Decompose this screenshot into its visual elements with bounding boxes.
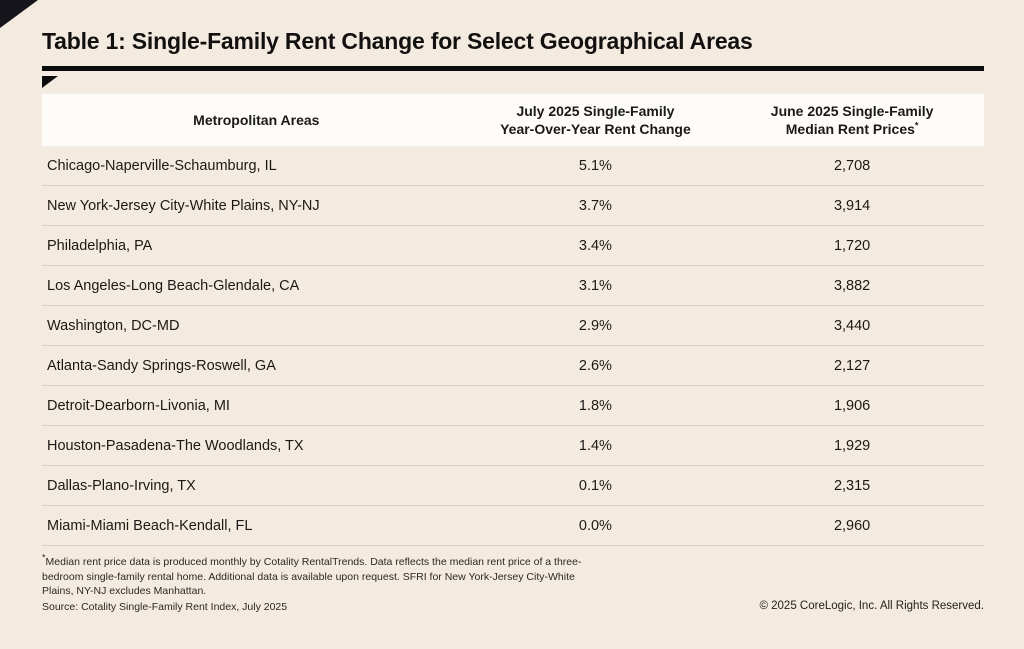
col-header-june-asterisk: * [914, 120, 919, 131]
table-row: Miami-Miami Beach-Kendall, FL 0.0% 2,960 [42, 506, 984, 547]
rent-change-cell: 2.9% [578, 317, 612, 334]
metro-cell: Detroit-Dearborn-Livonia, MI [47, 397, 230, 414]
col-header-june-median: June 2025 Single-Family Median Rent Pric… [720, 94, 984, 146]
table-row: Dallas-Plano-Irving, TX 0.1% 2,315 [42, 466, 984, 507]
median-rent-cell: 2,315 [833, 477, 871, 494]
metro-cell: Washington, DC-MD [47, 317, 180, 334]
content: Table 1: Single-Family Rent Change for S… [42, 28, 984, 613]
footnote-asterisk: * [42, 552, 46, 563]
table-row: Philadelphia, PA 3.4% 1,720 [42, 226, 984, 267]
table-row: Los Angeles-Long Beach-Glendale, CA 3.1%… [42, 266, 984, 307]
col-header-metro: Metropolitan Areas [42, 103, 471, 137]
rent-change-cell: 3.1% [578, 277, 612, 294]
source-note: Source: Cotality Single-Family Rent Inde… [42, 600, 288, 613]
metro-cell: Houston-Pasadena-The Woodlands, TX [47, 437, 304, 454]
col-header-july-line2: Year-Over-Year Rent Change [500, 121, 691, 138]
metro-cell: New York-Jersey City-White Plains, NY-NJ [47, 197, 320, 214]
median-rent-cell: 2,708 [833, 157, 871, 174]
page-title: Table 1: Single-Family Rent Change for S… [42, 28, 753, 54]
rent-table: Metropolitan Areas July 2025 Single-Fami… [42, 94, 984, 547]
col-header-july-change: July 2025 Single-Family Year-Over-Year R… [471, 94, 721, 146]
footer-row: *Median rent price data is produced mont… [42, 552, 984, 613]
rent-change-cell: 2.6% [578, 357, 612, 374]
median-rent-cell: 2,127 [833, 357, 871, 374]
median-rent-cell: 3,882 [833, 277, 871, 294]
col-header-june-line2: Median Rent Prices [785, 121, 915, 138]
median-rent-cell: 3,914 [833, 197, 871, 214]
rent-change-cell: 3.7% [578, 197, 612, 214]
metro-cell: Los Angeles-Long Beach-Glendale, CA [47, 277, 300, 294]
rent-change-cell: 0.0% [578, 517, 612, 534]
metro-cell: Chicago-Naperville-Schaumburg, IL [47, 157, 277, 174]
copyright: © 2025 CoreLogic, Inc. All Rights Reserv… [759, 599, 984, 612]
table-row: New York-Jersey City-White Plains, NY-NJ… [42, 186, 984, 227]
table-header-row: Metropolitan Areas July 2025 Single-Fami… [42, 94, 984, 147]
median-rent-cell: 1,720 [833, 237, 871, 254]
rent-change-cell: 0.1% [578, 477, 612, 494]
table-row: Detroit-Dearborn-Livonia, MI 1.8% 1,906 [42, 386, 984, 427]
col-header-july-line1: July 2025 Single-Family [516, 103, 675, 119]
median-rent-cell: 1,906 [833, 397, 871, 414]
title-rule [42, 66, 984, 71]
metro-cell: Dallas-Plano-Irving, TX [47, 477, 196, 494]
rent-change-cell: 1.8% [578, 397, 612, 414]
rent-change-cell: 3.4% [578, 237, 612, 254]
median-rent-cell: 2,960 [833, 517, 871, 534]
rent-change-cell: 5.1% [578, 157, 612, 174]
footnote: *Median rent price data is produced mont… [42, 552, 602, 598]
median-rent-cell: 1,929 [833, 437, 871, 454]
rule-triangle-icon [42, 76, 58, 88]
col-header-june-line1: June 2025 Single-Family [770, 103, 934, 119]
table-row: Chicago-Naperville-Schaumburg, IL 5.1% 2… [42, 146, 984, 187]
table-row: Atlanta-Sandy Springs-Roswell, GA 2.6% 2… [42, 346, 984, 387]
table-row: Houston-Pasadena-The Woodlands, TX 1.4% … [42, 426, 984, 467]
median-rent-cell: 3,440 [833, 317, 871, 334]
col-header-metro-label: Metropolitan Areas [193, 112, 320, 129]
footnotes-block: *Median rent price data is produced mont… [42, 552, 602, 613]
table-row: Washington, DC-MD 2.9% 3,440 [42, 306, 984, 347]
footnote-text: Median rent price data is produced month… [42, 556, 582, 598]
metro-cell: Philadelphia, PA [47, 237, 153, 254]
metro-cell: Miami-Miami Beach-Kendall, FL [47, 517, 253, 534]
rent-change-cell: 1.4% [578, 437, 612, 454]
metro-cell: Atlanta-Sandy Springs-Roswell, GA [47, 357, 276, 374]
